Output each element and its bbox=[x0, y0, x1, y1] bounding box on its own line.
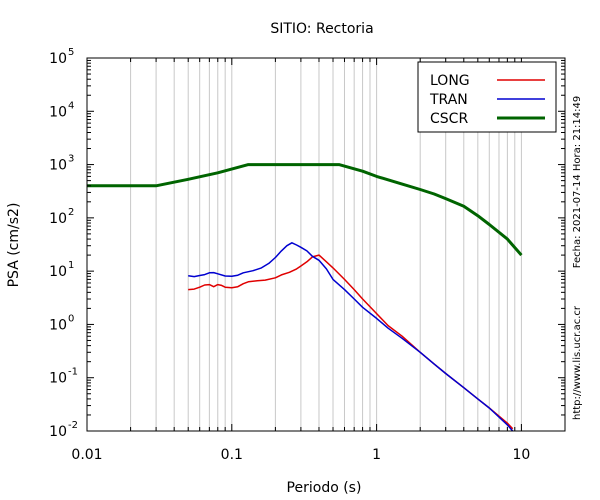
plot-frame bbox=[86, 57, 566, 432]
series-line-tran bbox=[188, 242, 514, 432]
legend: LONG TRAN CSCR bbox=[417, 61, 557, 133]
y-tick-label: 10 bbox=[49, 104, 67, 120]
timestamp-note: Fecha: 2021-07-14 Hora: 21:14:49 bbox=[572, 96, 583, 269]
grid bbox=[130, 58, 522, 431]
y-tick-label: 10 bbox=[49, 371, 67, 387]
y-tick-label-exponent: 5 bbox=[68, 47, 74, 58]
y-tick-label-exponent: 2 bbox=[68, 207, 74, 218]
legend-label-long: LONG bbox=[430, 73, 470, 89]
x-tick-label: 0.01 bbox=[71, 447, 102, 463]
y-tick-label-exponent: 0 bbox=[68, 313, 74, 324]
y-tick-label: 10 bbox=[49, 158, 67, 174]
y-tick-label-exponent: 1 bbox=[68, 260, 74, 271]
x-tick-label: 10 bbox=[512, 447, 530, 463]
y-tick-label: 10 bbox=[49, 317, 67, 333]
legend-label-tran: TRAN bbox=[429, 92, 468, 108]
y-tick-label-exponent: 4 bbox=[68, 100, 74, 111]
y-axis-label: PSA (cm/s2) bbox=[6, 203, 22, 288]
chart-title: SITIO: Rectoria bbox=[270, 21, 373, 37]
x-tick-label: 1 bbox=[372, 447, 381, 463]
plot-series bbox=[87, 163, 523, 432]
legend-label-cscr: CSCR bbox=[430, 111, 468, 127]
x-tick-label: 0.1 bbox=[221, 447, 243, 463]
y-tick-label-exponent: -2 bbox=[68, 420, 78, 431]
y-tick-label: 10 bbox=[49, 264, 67, 280]
legend-box bbox=[417, 61, 557, 133]
y-tick-label-exponent: 3 bbox=[68, 154, 74, 165]
x-axis-label: Periodo (s) bbox=[287, 480, 362, 496]
y-tick-label-exponent: -1 bbox=[68, 367, 78, 378]
y-tick-label: 10 bbox=[49, 424, 67, 440]
y-tick-label: 10 bbox=[49, 211, 67, 227]
series-line-cscr bbox=[87, 163, 523, 257]
y-tick-label: 10 bbox=[49, 51, 67, 67]
source-url-note: http://www.lis.ucr.ac.cr bbox=[572, 305, 583, 420]
